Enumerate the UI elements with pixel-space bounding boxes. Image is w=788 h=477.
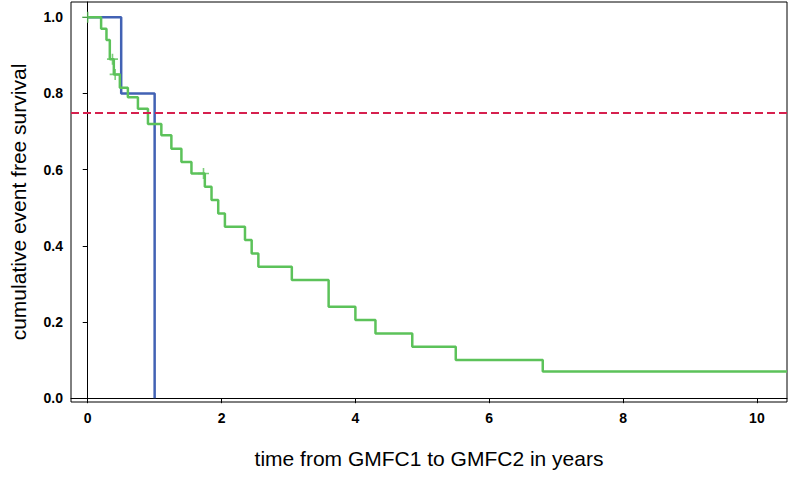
svg-text:0.4: 0.4: [44, 238, 64, 254]
svg-text:10: 10: [749, 410, 765, 426]
svg-text:0.6: 0.6: [44, 162, 64, 178]
svg-text:0.2: 0.2: [44, 314, 64, 330]
svg-text:0.0: 0.0: [44, 390, 64, 406]
svg-text:0: 0: [84, 410, 92, 426]
svg-text:1.0: 1.0: [44, 9, 64, 25]
svg-text:2: 2: [218, 410, 226, 426]
svg-text:4: 4: [351, 410, 359, 426]
svg-text:0.8: 0.8: [44, 85, 64, 101]
svg-text:8: 8: [619, 410, 627, 426]
svg-text:6: 6: [485, 410, 493, 426]
svg-text:time from GMFC1 to GMFC2 in ye: time from GMFC1 to GMFC2 in years: [255, 447, 604, 470]
svg-text:cumulative event free survival: cumulative event free survival: [7, 64, 30, 341]
